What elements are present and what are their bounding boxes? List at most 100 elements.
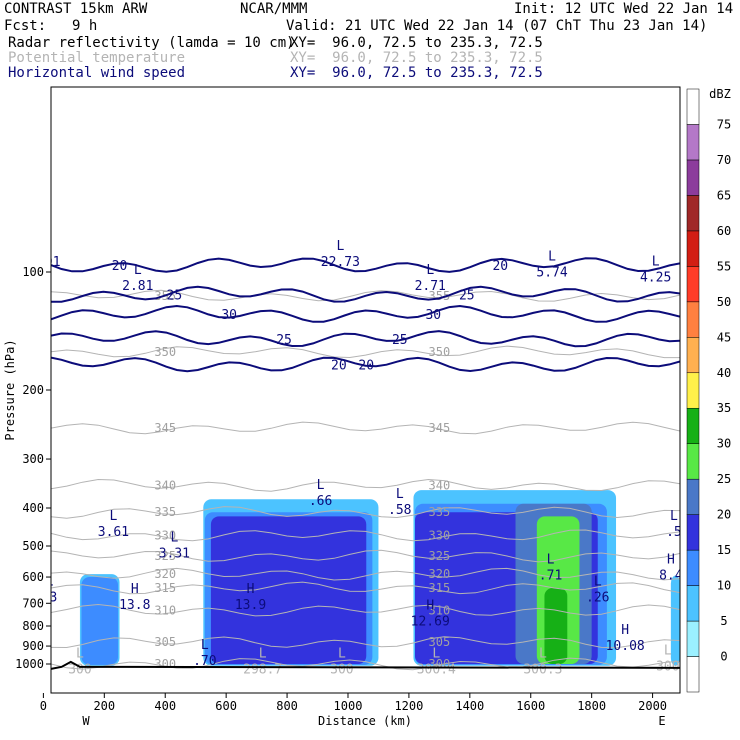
extremum-marker-12: H xyxy=(667,552,675,567)
extremum-value-21: 298.7 xyxy=(243,663,282,678)
wind-label-1-0: 25 xyxy=(167,288,183,303)
extremum-marker-25: L xyxy=(664,643,672,658)
colorbar-swatch-1 xyxy=(686,620,700,657)
extremum-value-2: 22.73 xyxy=(321,255,360,270)
x-tick-label-1200: 1200 xyxy=(394,699,423,713)
theta-contour-320 xyxy=(51,567,680,581)
theta-label-310-0: 310 xyxy=(154,603,176,617)
init-time: Init: 12 UTC Wed 22 Jan 14 xyxy=(514,1,734,17)
extremum-value-25: 300 xyxy=(656,659,679,674)
extremum-marker-2: L xyxy=(336,239,344,254)
extremum-value-6: 3.61 xyxy=(98,525,129,540)
extremum-value-24: 300.3 xyxy=(523,663,562,678)
colorbar-swatch-14 xyxy=(686,159,700,196)
extremum-marker-11: L xyxy=(594,574,602,589)
theta-label-350-1: 350 xyxy=(429,345,451,359)
extremum-value-3: 2.71 xyxy=(415,279,446,294)
theta-label-300-0: 300 xyxy=(154,657,176,671)
theta-contour-330 xyxy=(51,529,680,542)
extremum-value-23: 300.4 xyxy=(417,663,456,678)
y-tick-label-300: 300 xyxy=(22,452,44,466)
extremum-value-13: .5 xyxy=(666,525,682,540)
extremum-marker-14: L xyxy=(46,574,54,589)
field-name-theta: Potential temperature xyxy=(8,50,186,66)
theta-label-320-0: 320 xyxy=(154,567,176,581)
extremum-marker-1: L xyxy=(134,263,142,278)
extremum-value-7: 3.31 xyxy=(159,546,190,561)
extremum-value-12: 8.4 xyxy=(659,568,683,583)
theta-label-340-0: 340 xyxy=(154,478,176,492)
colorbar-swatch-11 xyxy=(686,266,700,303)
colorbar-swatch-6 xyxy=(686,443,700,480)
colorbar-label-45: 45 xyxy=(717,330,731,344)
extremum-marker-21: L xyxy=(259,647,267,662)
x-tick-label-200: 200 xyxy=(93,699,115,713)
wind-label-3-1: 25 xyxy=(392,333,408,348)
wind-contour-4 xyxy=(51,356,680,373)
colorbar-swatch-7 xyxy=(686,407,700,444)
extremum-marker-7: L xyxy=(170,530,178,545)
extremum-value-16: 13.9 xyxy=(235,598,266,613)
colorbar-label-50: 50 xyxy=(717,295,731,309)
x-tick-label-0: 0 xyxy=(40,699,47,713)
extremum-value-1: 2.81 xyxy=(122,279,153,294)
wind-label-2-1: 30 xyxy=(425,308,441,323)
theta-label-335-1: 335 xyxy=(429,505,451,519)
y-tick-label-800: 800 xyxy=(22,619,44,633)
x-right-endpoint: E xyxy=(658,714,665,728)
colorbar-swatch-9 xyxy=(686,337,700,374)
colorbar-swatch-16 xyxy=(686,88,700,125)
extremum-value-14: 23 xyxy=(42,590,58,605)
extremum-marker-19: L xyxy=(201,638,209,653)
theta-label-350-0: 350 xyxy=(154,345,176,359)
theta-label-335-0: 335 xyxy=(154,505,176,519)
colorbar-label-75: 75 xyxy=(717,117,731,131)
theta-label-345-1: 345 xyxy=(429,421,451,435)
colorbar-label-60: 60 xyxy=(717,224,731,238)
colorbar-title: dBZ xyxy=(709,87,731,101)
x-tick-label-600: 600 xyxy=(215,699,237,713)
colorbar-label-65: 65 xyxy=(717,188,731,202)
extremum-value-0: 2.91 xyxy=(29,255,60,270)
x-tick-label-800: 800 xyxy=(276,699,298,713)
theta-contour-335 xyxy=(51,506,680,519)
field-name-wind: Horizontal wind speed xyxy=(8,65,186,81)
extremum-value-17: 12.69 xyxy=(411,614,450,629)
wind-label-1-1: 25 xyxy=(459,288,475,303)
reflectivity-region-11 xyxy=(544,588,568,664)
colorbar-label-35: 35 xyxy=(717,401,731,415)
extremum-marker-17: H xyxy=(426,598,434,613)
colorbar-swatch-10 xyxy=(686,301,700,338)
colorbar-label-40: 40 xyxy=(717,366,731,380)
extremum-value-22: 300 xyxy=(330,663,353,678)
theta-label-325-1: 325 xyxy=(429,549,451,563)
wind-label-3-0: 25 xyxy=(276,333,292,348)
colorbar-label-20: 20 xyxy=(717,508,731,522)
extremum-marker-4: L xyxy=(548,250,556,265)
field-xy-reflectivity: XY= 96.0, 72.5 to 235.3, 72.5 xyxy=(290,35,543,51)
x-tick-label-1000: 1000 xyxy=(334,699,363,713)
x-axis-title: Distance (km) xyxy=(318,714,412,728)
theta-label-340-1: 340 xyxy=(429,478,451,492)
valid-time: Valid: 21 UTC Wed 22 Jan 14 (07 ChT Thu … xyxy=(286,18,708,34)
extremum-marker-16: H xyxy=(247,582,255,597)
center-label: NCAR/MMM xyxy=(240,1,308,17)
reflectivity-region-7 xyxy=(210,516,367,664)
forecast-label: Fcst: xyxy=(4,18,47,34)
wind-label-0-1: 20 xyxy=(492,259,508,274)
colorbar-swatch-0 xyxy=(686,656,700,693)
extremum-value-10: .71 xyxy=(539,568,562,583)
theta-contour-305 xyxy=(51,636,680,649)
wind-contour-1 xyxy=(51,285,680,303)
extremum-marker-9: L xyxy=(396,487,404,502)
terrain-line xyxy=(51,660,680,670)
colorbar-swatch-13 xyxy=(686,195,700,232)
theta-label-315-1: 315 xyxy=(429,581,451,595)
model-title: CONTRAST 15km ARW xyxy=(4,1,148,17)
extremum-marker-6: L xyxy=(110,509,118,524)
y-tick-label-600: 600 xyxy=(22,570,44,584)
colorbar-swatch-4 xyxy=(686,514,700,551)
theta-contour-350 xyxy=(51,345,680,359)
reflectivity-region-3 xyxy=(670,575,680,666)
